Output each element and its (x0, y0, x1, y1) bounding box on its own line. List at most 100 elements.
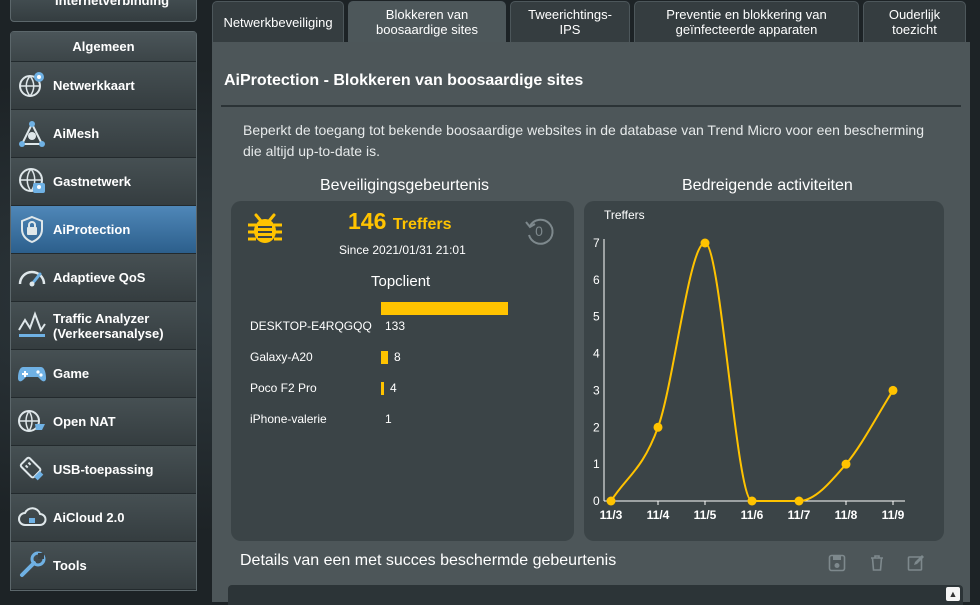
sidebar-item-label: Adaptieve QoS (53, 270, 146, 285)
client-name: iPhone-valerie (250, 412, 327, 426)
sidebar-item-label: Gastnetwerk (53, 174, 132, 189)
scroll-up-button[interactable]: ▲ (946, 587, 960, 601)
edit-icon[interactable] (907, 554, 925, 572)
client-bar (381, 351, 388, 364)
reset-counter-icon[interactable]: 0 (523, 215, 555, 247)
sidebar-item-label: Netwerkkaart (53, 78, 135, 93)
sidebar-item-label: AiCloud 2.0 (53, 510, 125, 525)
client-bar (381, 382, 384, 395)
threat-activity-title: Bedreigende activiteiten (682, 177, 853, 194)
page-title: AiProtection - Blokkeren van boosaardige… (224, 72, 584, 89)
traffic-analyzer-icon (18, 311, 46, 337)
data-point (794, 496, 804, 506)
client-name: DESKTOP-E4RQGQQ (250, 319, 372, 333)
network-map-icon (19, 72, 44, 97)
sidebar-item-label: Open NAT (53, 414, 116, 429)
y-axis-label: Treffers (604, 208, 645, 222)
aimesh-icon (19, 121, 45, 147)
sidebar-item-label: Game (53, 366, 90, 381)
sidebar-item-game[interactable]: Game (11, 350, 196, 398)
sidebar-item-traffic-analyzer[interactable]: Traffic Analyzer (Verkeersanalyse) (11, 302, 196, 350)
cloud-icon (18, 507, 47, 526)
x-tick-label: 11/8 (835, 508, 858, 522)
x-tick-label: 11/7 (788, 508, 811, 522)
sidebar-item-adaptieve-qos[interactable]: Adaptieve QoS (11, 254, 196, 302)
data-point (700, 238, 710, 248)
sidebar: Algemeen Netwerkkaart AiMesh Gastnetwerk (10, 31, 197, 591)
wrench-icon (20, 551, 46, 577)
client-bar-total (381, 302, 508, 315)
sidebar-item-aicloud[interactable]: AiCloud 2.0 (11, 494, 196, 542)
sidebar-item-usb-toepassing[interactable]: USB-toepassing (11, 446, 196, 494)
data-point (888, 385, 898, 395)
y-tick-label: 7 (593, 236, 600, 250)
threat-activity-chart: Treffers 0 1 2 3 4 5 6 7 11/3 11/4 11/5 11/6 11/7 11/8… (593, 208, 905, 522)
sidebar-item-aiprotection[interactable]: AiProtection (11, 206, 196, 254)
sidebar-item-aimesh[interactable]: AiMesh (11, 110, 196, 158)
usb-icon (19, 456, 44, 481)
y-tick-label: 2 (593, 420, 600, 434)
sidebar-item-label: Traffic Analyzer (Verkeersanalyse) (53, 310, 164, 341)
tab-netwerkbeveiliging[interactable]: Netwerkbeveiliging (212, 1, 344, 42)
sidebar-header: Algemeen (11, 32, 196, 62)
tab-blokkeren-boosaardige-sites[interactable]: Blokkeren van boosaardige sites (348, 1, 506, 42)
page-description: Beperkt de toegang tot bekende boosaardi… (243, 122, 924, 159)
x-tick-label: 11/5 (694, 508, 717, 522)
details-title: Details van een met succes beschermde ge… (240, 552, 617, 569)
sidebar-item-label: AiMesh (53, 126, 100, 141)
security-events-title: Beveiligingsgebeurtenis (320, 177, 489, 194)
sidebar-item-label: Internetverbinding (55, 0, 170, 8)
y-tick-label: 5 (593, 310, 600, 324)
sidebar-item-label: AiProtection (53, 222, 131, 237)
topclient-title: Topclient (371, 273, 431, 290)
x-tick-label: 11/4 (647, 508, 670, 522)
sidebar-item-open-nat[interactable]: Open NAT (11, 398, 196, 446)
svg-text:0: 0 (535, 223, 543, 239)
y-tick-label: 3 (593, 383, 600, 397)
data-point (606, 496, 616, 506)
guest-network-icon (19, 168, 45, 193)
security-events-card: 146 Treffers 0 Since 2021/01/31 21:01 To… (231, 201, 574, 541)
y-tick-label: 4 (593, 347, 600, 361)
title-divider (221, 105, 961, 107)
series-line (610, 241, 894, 503)
client-count: 133 (385, 319, 406, 333)
sidebar-item-label: Tools (53, 558, 87, 573)
gamepad-icon (18, 367, 46, 382)
hits-total: 146 Treffers (348, 208, 452, 235)
shield-lock-icon (21, 215, 43, 244)
client-count: 1 (385, 412, 392, 426)
sidebar-item-internet-connection[interactable]: Internetverbinding (10, 0, 197, 22)
save-icon[interactable] (828, 554, 846, 572)
since-date: Since 2021/01/31 21:01 (339, 243, 466, 257)
event-details-table[interactable]: ▲ (228, 585, 963, 605)
x-tick-label: 11/9 (882, 508, 905, 522)
data-point (841, 459, 851, 469)
y-tick-label: 0 (593, 494, 600, 508)
sidebar-item-tools[interactable]: Tools (11, 542, 196, 590)
y-tick-label: 1 (593, 457, 600, 471)
x-tick-label: 11/3 (600, 508, 623, 522)
tab-ouderlijk-toezicht[interactable]: Ouderlijk toezicht (863, 1, 966, 42)
speedometer-icon (18, 270, 46, 287)
main-panel: AiProtection - Blokkeren van boosaardige… (212, 42, 970, 605)
data-point (653, 422, 663, 432)
trash-icon[interactable] (868, 554, 886, 572)
client-name: Galaxy-A20 (250, 350, 313, 364)
open-nat-icon (18, 410, 45, 432)
hits-unit: Treffers (392, 216, 452, 233)
client-name: Poco F2 Pro (250, 381, 317, 395)
x-tick-label: 11/6 (741, 508, 764, 522)
data-point (747, 496, 757, 506)
y-tick-label: 6 (593, 273, 600, 287)
bug-icon (248, 213, 282, 243)
client-count: 4 (390, 381, 397, 395)
tab-preventie-geinfecteerde-apparaten[interactable]: Preventie en blokkering van geïnfecteerd… (634, 1, 859, 42)
tab-tweerichtings-ips[interactable]: Tweerichtings-IPS (510, 1, 630, 42)
client-count: 8 (394, 350, 401, 364)
sidebar-item-netwerkkaart[interactable]: Netwerkkaart (11, 62, 196, 110)
sidebar-item-label: USB-toepassing (53, 462, 154, 477)
sidebar-item-gastnetwerk[interactable]: Gastnetwerk (11, 158, 196, 206)
hits-count: 146 (348, 208, 387, 234)
threat-activity-card: Treffers 0 1 2 3 4 5 6 7 11/3 11/4 11/5 11/6 11/7 11/8… (584, 201, 944, 541)
